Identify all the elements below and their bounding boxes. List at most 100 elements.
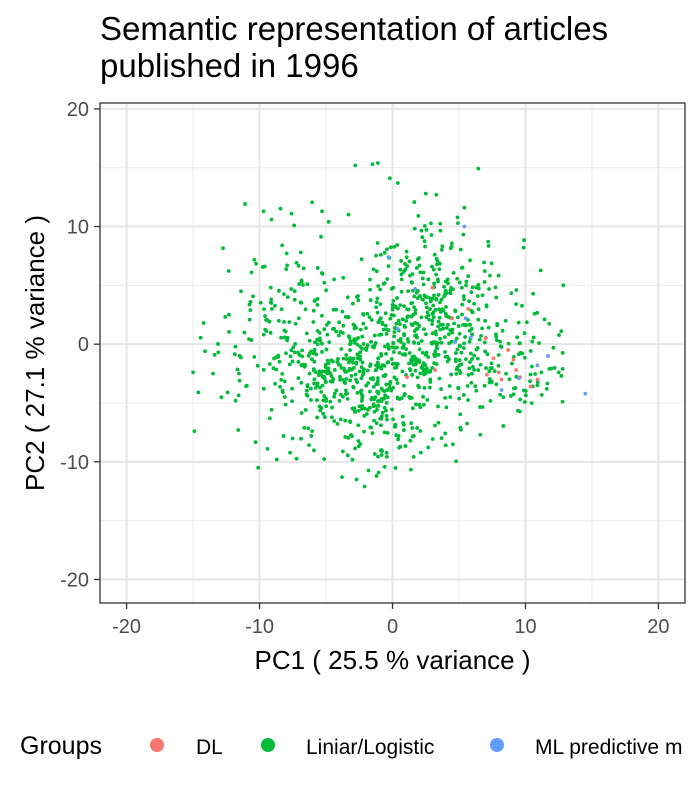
point-liniar-logistic	[377, 318, 382, 323]
point-liniar-logistic	[317, 369, 322, 374]
point-liniar-logistic	[364, 326, 368, 331]
point-liniar-logistic	[391, 385, 396, 390]
point-liniar-logistic	[303, 363, 308, 367]
point-liniar-logistic	[332, 326, 336, 331]
point-liniar-logistic	[203, 349, 207, 354]
point-liniar-logistic	[410, 373, 414, 377]
point-liniar-logistic	[442, 284, 446, 289]
point-liniar-logistic	[285, 295, 290, 299]
point-liniar-logistic	[299, 300, 304, 305]
point-liniar-logistic	[397, 322, 402, 326]
point-liniar-logistic	[303, 408, 308, 412]
point-liniar-logistic	[437, 267, 442, 272]
point-liniar-logistic	[323, 362, 328, 367]
point-liniar-logistic	[487, 380, 492, 385]
point-liniar-logistic	[378, 287, 383, 292]
point-liniar-logistic	[353, 163, 358, 168]
point-liniar-logistic	[447, 341, 452, 346]
point-liniar-logistic	[329, 415, 334, 420]
point-liniar-logistic	[454, 367, 459, 372]
point-liniar-logistic	[382, 464, 387, 469]
point-liniar-logistic	[419, 339, 424, 343]
point-liniar-logistic	[403, 352, 407, 356]
point-liniar-logistic	[315, 266, 320, 270]
point-liniar-logistic	[539, 370, 544, 375]
point-liniar-logistic	[410, 322, 415, 327]
point-liniar-logistic	[387, 176, 392, 181]
point-liniar-logistic	[454, 336, 459, 341]
point-liniar-logistic	[360, 334, 365, 339]
point-liniar-logistic	[335, 421, 340, 426]
point-liniar-logistic	[383, 393, 388, 398]
point-liniar-logistic	[456, 221, 460, 226]
point-liniar-logistic	[392, 244, 397, 249]
point-liniar-logistic	[467, 322, 472, 327]
point-liniar-logistic	[324, 397, 329, 401]
x-tick-label: 10	[514, 616, 536, 638]
point-liniar-logistic	[438, 228, 443, 233]
y-tick-label: -20	[60, 569, 89, 591]
point-liniar-logistic	[395, 381, 400, 386]
point-liniar-logistic	[494, 382, 499, 387]
point-liniar-logistic	[277, 359, 282, 364]
point-liniar-logistic	[531, 335, 536, 340]
point-liniar-logistic	[374, 300, 379, 304]
point-liniar-logistic	[344, 377, 349, 381]
point-liniar-logistic	[436, 352, 441, 357]
point-liniar-logistic	[537, 341, 541, 346]
point-liniar-logistic	[398, 337, 403, 341]
point-liniar-logistic	[296, 316, 301, 321]
point-liniar-logistic	[411, 454, 416, 459]
point-liniar-logistic	[465, 384, 470, 388]
point-liniar-logistic	[437, 261, 442, 266]
point-liniar-logistic	[348, 342, 352, 347]
point-liniar-logistic	[437, 315, 442, 320]
point-liniar-logistic	[444, 291, 449, 296]
point-liniar-logistic	[313, 386, 318, 390]
point-liniar-logistic	[355, 352, 360, 357]
point-liniar-logistic	[539, 392, 544, 397]
point-liniar-logistic	[559, 329, 564, 334]
point-ml-predictive-m	[499, 388, 504, 392]
point-liniar-logistic	[462, 297, 466, 302]
point-liniar-logistic	[386, 360, 391, 364]
point-liniar-logistic	[320, 383, 325, 388]
point-liniar-logistic	[426, 445, 431, 450]
point-liniar-logistic	[458, 247, 463, 252]
point-liniar-logistic	[373, 368, 378, 373]
point-liniar-logistic	[435, 259, 440, 263]
point-liniar-logistic	[359, 257, 364, 262]
point-liniar-logistic	[320, 369, 325, 374]
point-dl	[514, 368, 519, 372]
point-liniar-logistic	[270, 306, 274, 311]
point-liniar-logistic	[498, 392, 503, 397]
point-liniar-logistic	[422, 223, 427, 228]
point-liniar-logistic	[469, 290, 474, 295]
point-liniar-logistic	[421, 270, 426, 275]
point-liniar-logistic	[322, 280, 327, 285]
point-liniar-logistic	[560, 366, 565, 371]
point-liniar-logistic	[326, 320, 331, 325]
point-liniar-logistic	[433, 329, 438, 334]
point-liniar-logistic	[449, 372, 454, 377]
point-liniar-logistic	[386, 264, 391, 269]
point-liniar-logistic	[360, 394, 365, 399]
point-liniar-logistic	[343, 314, 348, 319]
point-liniar-logistic	[398, 303, 403, 308]
point-liniar-logistic	[282, 292, 286, 296]
point-liniar-logistic	[436, 293, 441, 297]
point-liniar-logistic	[414, 290, 419, 295]
point-liniar-logistic	[399, 277, 404, 282]
point-liniar-logistic	[430, 318, 435, 323]
point-liniar-logistic	[416, 214, 421, 218]
point-liniar-logistic	[366, 468, 371, 473]
legend-label-dl: DL	[196, 736, 223, 759]
point-liniar-logistic	[459, 285, 464, 290]
point-liniar-logistic	[384, 331, 389, 336]
point-liniar-logistic	[277, 288, 281, 293]
point-liniar-logistic	[225, 390, 230, 395]
point-liniar-logistic	[379, 449, 384, 453]
point-liniar-logistic	[359, 398, 364, 403]
point-liniar-logistic	[341, 323, 346, 328]
point-ml-predictive-m	[386, 255, 391, 260]
